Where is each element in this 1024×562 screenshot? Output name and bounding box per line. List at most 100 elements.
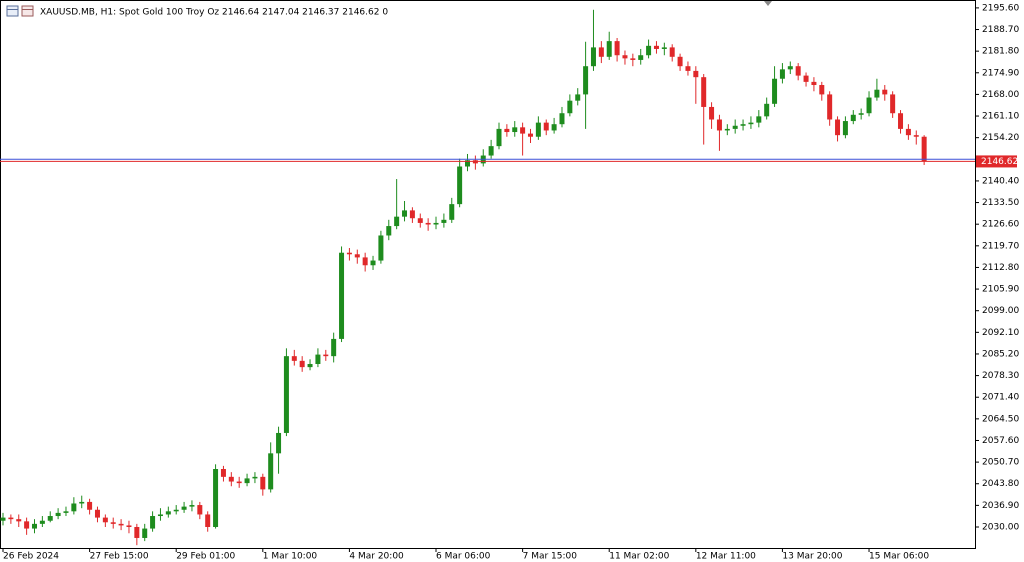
- candle-body: [228, 476, 234, 482]
- x-tick-label: 11 Mar 02:00: [609, 552, 669, 562]
- candle-body: [890, 94, 896, 114]
- y-tick-label: 2133.50: [982, 198, 1019, 208]
- candle-body: [772, 78, 778, 104]
- candle-body: [583, 66, 589, 95]
- candle-body: [87, 501, 93, 510]
- y-tick-label: 2140.40: [982, 176, 1019, 186]
- candle-body: [441, 219, 447, 223]
- x-tick-label: 7 Mar 15:00: [523, 552, 578, 562]
- candle-body: [575, 94, 581, 101]
- x-tick-label: 4 Mar 20:00: [349, 552, 404, 562]
- candle-body: [882, 89, 888, 95]
- candle-body: [457, 166, 463, 205]
- candle-body: [244, 478, 250, 484]
- candle-body: [142, 528, 148, 538]
- candle-body: [331, 338, 337, 357]
- candle-body: [716, 119, 722, 131]
- candle-body: [378, 235, 384, 261]
- candle-body: [543, 122, 549, 131]
- y-tick-label: 2085.20: [982, 349, 1019, 359]
- candle-body: [150, 516, 156, 529]
- candle-body: [283, 356, 289, 433]
- candle-body: [693, 70, 699, 78]
- x-tick-label: 15 Mar 06:00: [869, 552, 929, 562]
- candle-body: [260, 476, 266, 490]
- candle-body: [512, 127, 518, 133]
- candle-body: [118, 523, 124, 526]
- candle-body: [661, 47, 667, 49]
- y-tick-label: 2168.00: [982, 90, 1019, 100]
- candle-body: [409, 210, 415, 219]
- candle-body: [307, 363, 313, 368]
- candle-body: [189, 505, 195, 507]
- candle-body: [16, 519, 22, 522]
- candle-body: [71, 503, 77, 512]
- x-tick-label: 1 Mar 10:00: [263, 552, 318, 562]
- candle-body: [496, 128, 502, 147]
- candle-body: [449, 204, 455, 220]
- y-tick-label: 2181.80: [982, 47, 1019, 57]
- candle-body: [787, 66, 793, 70]
- y-tick-label: 2036.90: [982, 501, 1019, 511]
- y-tick-label: 2154.20: [982, 133, 1019, 143]
- candle-body: [598, 47, 604, 57]
- candle-body: [173, 509, 179, 512]
- candle-body: [165, 511, 171, 515]
- candle-body: [842, 121, 848, 136]
- candle-body: [79, 501, 85, 504]
- candle-body: [197, 505, 203, 515]
- x-tick-label: 29 Feb 01:00: [176, 552, 235, 562]
- candle-body: [315, 354, 321, 364]
- candle-body: [803, 75, 809, 82]
- candle-body: [299, 360, 305, 368]
- plot-frame: [0, 0, 976, 549]
- x-tick-label: 27 Feb 15:00: [90, 552, 149, 562]
- candle-body: [921, 136, 927, 162]
- candle-body: [94, 509, 100, 518]
- candle-body: [811, 81, 817, 86]
- bid-price-label: 2146.62: [981, 157, 1018, 167]
- candle-body: [905, 128, 911, 136]
- candle-body: [220, 469, 226, 477]
- candle-body: [126, 525, 132, 527]
- candle-body: [465, 160, 471, 167]
- candle-body: [346, 252, 352, 255]
- candle-body: [748, 122, 754, 125]
- candle-body: [732, 125, 738, 129]
- candle-body: [638, 55, 644, 60]
- candle-body: [795, 66, 801, 76]
- candle-body: [181, 506, 187, 510]
- y-tick-label: 2188.70: [982, 25, 1019, 35]
- candle-body: [425, 222, 431, 225]
- y-tick-label: 2112.80: [982, 263, 1019, 273]
- candle-body: [417, 218, 423, 223]
- bid-price-box: [976, 155, 1017, 168]
- candle-body: [402, 210, 408, 217]
- candle-body: [913, 135, 919, 137]
- candle-body: [874, 89, 880, 98]
- candle-body: [819, 85, 825, 95]
- candle-body: [8, 517, 14, 520]
- candle-body: [827, 94, 833, 120]
- y-tick-label: 2105.90: [982, 285, 1019, 295]
- candle-body: [205, 514, 211, 527]
- y-tick-label: 2071.40: [982, 393, 1019, 403]
- candle-body: [488, 146, 494, 156]
- candle-body: [551, 124, 557, 131]
- candle-body: [764, 103, 770, 117]
- candle-body: [291, 356, 297, 361]
- candle-body: [102, 517, 108, 523]
- candle-body: [362, 257, 368, 266]
- icon-box: [21, 5, 34, 17]
- candle-body: [835, 119, 841, 136]
- x-tick-label: 6 Mar 06:00: [436, 552, 491, 562]
- candle-body: [866, 97, 872, 114]
- chart-title: XAUUSD.MB, H1: Spot Gold 100 Troy Oz 214…: [40, 8, 388, 18]
- candle-body: [701, 77, 707, 107]
- x-tick-label: 26 Feb 2024: [3, 552, 59, 562]
- candle-body: [394, 216, 400, 227]
- candle-body: [850, 114, 856, 122]
- candle-body: [31, 523, 37, 529]
